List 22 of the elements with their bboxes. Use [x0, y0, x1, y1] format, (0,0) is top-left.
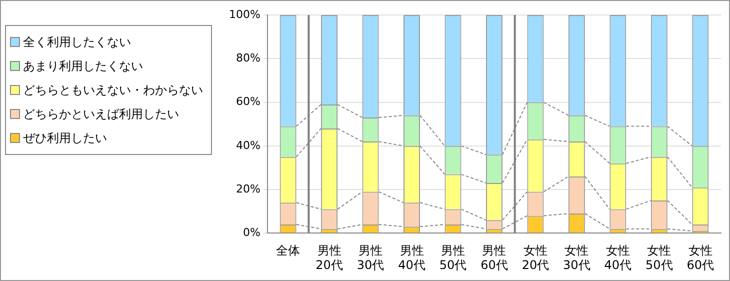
x-tick-label: 男性 40代 — [398, 244, 426, 272]
y-tick-label: 100% — [228, 8, 260, 21]
legend-label: あまり利用したくない — [23, 58, 143, 75]
x-tick-label: 男性 60代 — [480, 244, 508, 272]
x-tick-label: 男性 50代 — [439, 244, 467, 272]
legend-label: どちらかといえば利用したい — [23, 106, 179, 123]
y-tick-label: 20% — [236, 182, 260, 196]
x-tick-label: 女性 30代 — [563, 244, 590, 272]
x-tick-label: 男性 20代 — [316, 244, 343, 272]
x-tick-label: 女性 40代 — [604, 244, 632, 272]
x-tick-label: 全体 — [276, 244, 300, 258]
y-tick-label: 0% — [242, 226, 260, 240]
x-tick-label: 女性 50代 — [646, 244, 673, 272]
y-tick-label: 60% — [236, 95, 260, 108]
y-tick-label: 40% — [236, 138, 260, 152]
y-tick-label: 80% — [236, 52, 260, 64]
legend-label: ぜひ利用したい — [23, 130, 107, 147]
legend-label: 全く利用したくない — [23, 34, 131, 51]
legend-label: どちらともいえない・わからない — [23, 82, 203, 99]
x-tick-label: 女性 20代 — [522, 244, 550, 272]
x-tick-label: 女性 60代 — [686, 244, 714, 272]
x-tick-label: 男性 30代 — [356, 244, 384, 272]
